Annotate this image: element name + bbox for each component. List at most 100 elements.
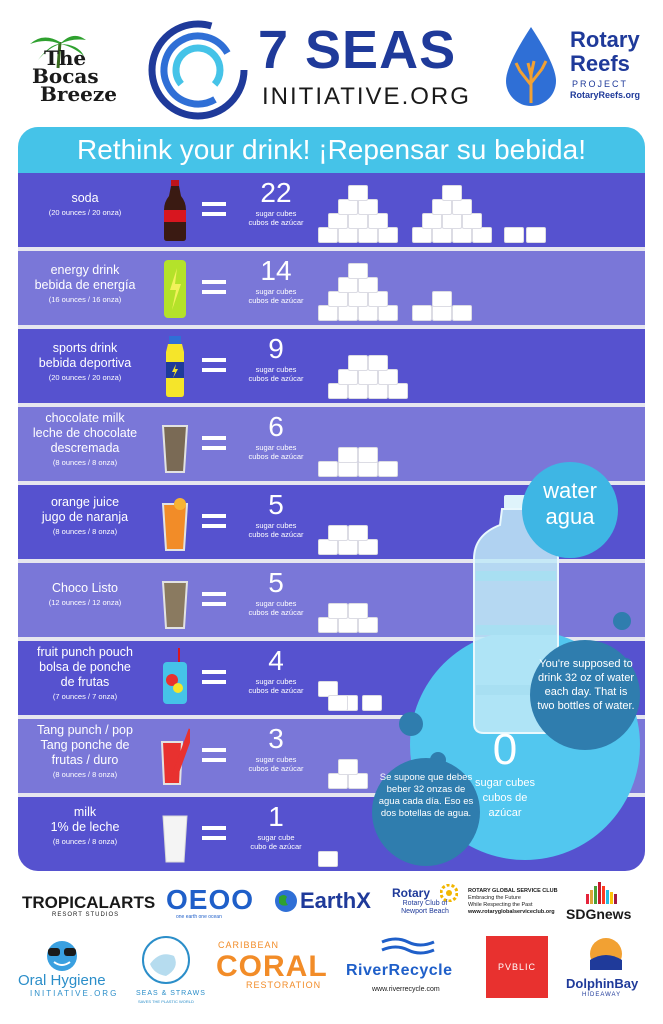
oral-hygiene-sub: INITIATIVE.ORG: [30, 989, 119, 998]
sugar-cube-count: 3: [268, 723, 284, 754]
dolphin-bay-logo: DolphinBay: [566, 976, 639, 991]
sugar-cubes: [318, 719, 638, 793]
sugar-cube-icon: [338, 227, 358, 243]
soda-bottle-icon: [160, 178, 190, 242]
palm-tree-icon: [30, 35, 86, 69]
sugar-cube-count: 5: [268, 567, 284, 598]
sugar-cube-unit-line: cubos de azúcar: [248, 530, 304, 539]
oeo-logo: OEOO: [166, 884, 255, 915]
sugar-cube-unit: sugar cubes cubos de azúcar: [238, 599, 314, 617]
choco-glass-icon: [160, 568, 190, 632]
sugar-cube-icon: [328, 773, 348, 789]
sugar-cube-icon: [378, 227, 398, 243]
sugar-cube-icon: [338, 305, 358, 321]
sugar-cube-unit-line: cubos de azúcar: [248, 296, 304, 305]
sugar-cube-icon: [452, 199, 472, 215]
sugar-cube-icon: [432, 199, 452, 215]
equals-icon: [202, 745, 226, 765]
rotary-wheel-icon: [440, 884, 458, 902]
bocas-line-1: The: [44, 46, 87, 70]
sdg-news-logo: SDGnews: [566, 906, 632, 922]
sugar-cube-icon: [358, 277, 378, 293]
sugar-cube-icon: [358, 369, 378, 385]
sugar-cube-unit-line: cubos de azúcar: [248, 764, 304, 773]
earthx-logo: EarthX: [300, 888, 371, 913]
sugar-cube-icon: [328, 603, 348, 619]
sugar-cube-icon: [526, 227, 546, 243]
sugar-cube-icon: [348, 773, 368, 789]
sugar-cubes: [318, 641, 638, 715]
tropical-arts-logo: TROPICALARTS: [22, 893, 156, 912]
sugar-cube-icon: [328, 695, 348, 711]
rgsc-title: ROTARY GLOBAL SERVICE CLUB: [468, 888, 558, 894]
sugar-cube-icon: [432, 305, 452, 321]
juice-glass-icon: [160, 490, 190, 554]
sugar-cube-icon: [348, 291, 368, 307]
sugar-cube-unit-line: cubo de azúcar: [250, 842, 302, 851]
energy-can-icon: [160, 256, 190, 320]
sugar-cube-icon: [328, 525, 348, 541]
equals-icon: [202, 667, 226, 687]
sugar-cubes: [318, 173, 638, 247]
sugar-cube-icon: [348, 355, 368, 371]
sugar-cube-icon: [442, 213, 462, 229]
sugar-cube-unit-line: sugar cubes: [255, 443, 297, 452]
drink-name: milk 1% de leche (8 ounces / 8 onza): [24, 805, 146, 848]
water-label: water agua: [522, 478, 618, 530]
sugar-cubes: [318, 485, 638, 559]
rgsc-logo: ROTARY GLOBAL SERVICE CLUB Embracing the…: [468, 888, 558, 916]
drink-name-line: milk: [73, 805, 97, 819]
drink-row: sports drink bebida deportiva (20 ounces /…: [18, 329, 645, 403]
sugar-cube-unit-line: sugar cubes: [255, 365, 297, 374]
water-label-es: agua: [545, 504, 595, 529]
reefs-url: RotaryReefs.org: [570, 90, 641, 100]
river-waves-icon: [381, 937, 435, 955]
sugar-cube-icon: [432, 227, 452, 243]
drink-ounces: (8 ounces / 8 onza): [52, 837, 118, 846]
sugar-cube-icon: [358, 617, 378, 633]
sugar-cube-icon: [412, 227, 432, 243]
water-sugar-unit: sugar cubes cubos de azúcar: [460, 776, 550, 821]
sugar-cube-icon: [368, 383, 388, 399]
bocas-breeze-logo: The Bocas Breeze: [18, 30, 128, 110]
sugar-cube-unit-line: sugar cubes: [255, 287, 297, 296]
sugar-cube-unit-line: cubos de azúcar: [248, 686, 304, 695]
sugar-cubes: [318, 407, 638, 481]
sugar-cube-icon: [358, 305, 378, 321]
rotary-sub: Rotary Club of Newport Beach: [401, 900, 449, 915]
drink-ounces: (20 ounces / 20 onza): [48, 373, 122, 382]
sugar-cube-count: 5: [268, 489, 284, 520]
sugar-cube-unit: sugar cube cubo de azúcar: [238, 833, 314, 851]
rgsc-url: www.rotaryglobalserviceclub.org: [468, 909, 555, 915]
drink-row: soda (20 ounces / 20 onza) 22 sugar cubes cu…: [18, 173, 645, 247]
sugar-cube-icon: [318, 851, 338, 867]
sugar-cube-icon: [318, 227, 338, 243]
tropical-arts-sub: RESORT STUDIOS: [52, 912, 120, 918]
rgsc-line-1: Embracing the Future: [468, 895, 521, 901]
sugar-cube-icon: [338, 277, 358, 293]
bocas-line-3: Breeze: [40, 82, 117, 106]
sugar-cube-icon: [422, 213, 442, 229]
sugar-cube-icon: [358, 461, 378, 477]
sugar-cube-count: 9: [268, 333, 284, 364]
sugar-cube-unit-line: cubos de azúcar: [248, 452, 304, 461]
sugar-cube-icon: [472, 227, 492, 243]
bubble-dot: [613, 612, 631, 630]
sugar-cube-unit: sugar cubes cubos de azúcar: [238, 209, 314, 227]
sugar-cube-icon: [328, 383, 348, 399]
pvblic-logo-box: [486, 936, 548, 998]
drink-name-line: frutas / duro: [51, 753, 119, 767]
drink-name-line: Choco Listo: [51, 581, 118, 595]
sugar-cube-icon: [318, 461, 338, 477]
equals-icon: [202, 433, 226, 453]
drink-name-line: soda: [71, 191, 99, 205]
drink-name-line: de frutas: [60, 675, 110, 689]
sugar-cube-icon: [338, 539, 358, 555]
water-drop-coral-icon: [506, 27, 556, 106]
sugar-cube-icon: [338, 199, 358, 215]
sugar-cube-icon: [412, 305, 432, 321]
sugar-cube-icon: [328, 291, 348, 307]
dolphin-bay-icon: [590, 938, 622, 970]
sugar-cube-icon: [368, 355, 388, 371]
drink-name-line: fruit punch pouch: [37, 645, 133, 659]
